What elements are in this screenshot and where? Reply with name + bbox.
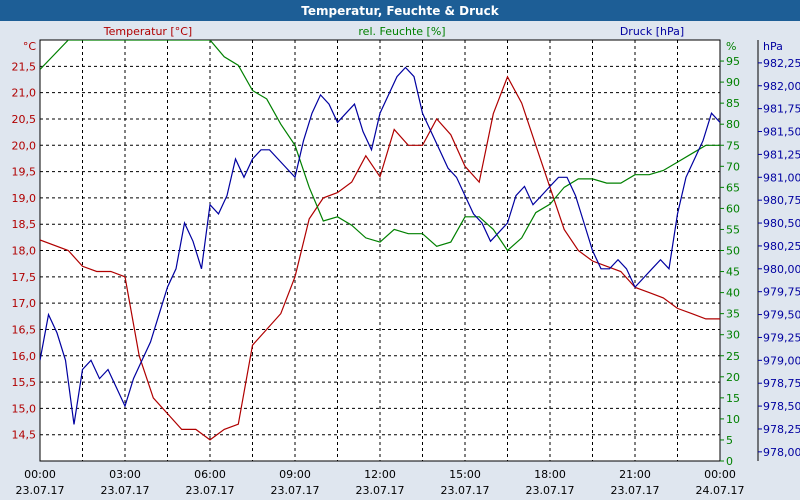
x-tick-label-time: 21:00	[619, 468, 651, 481]
y-tick-label-humidity: 60	[726, 202, 740, 215]
y-tick-label-pressure: 980,25	[763, 240, 800, 253]
y-tick-label-humidity: 35	[726, 308, 740, 321]
y-tick-label-temperature: 14,5	[12, 429, 37, 442]
y-tick-label-humidity: 90	[726, 76, 740, 89]
x-tick-label-time: 15:00	[449, 468, 481, 481]
y-tick-label-humidity: 85	[726, 97, 740, 110]
y-tick-label-pressure: 982,25	[763, 57, 800, 70]
y-tick-label-humidity: 25	[726, 350, 740, 363]
y-axis-unit-humidity: %	[726, 40, 736, 53]
x-tick-label-time: 00:00	[24, 468, 56, 481]
x-tick-label-date: 23.07.17	[611, 484, 660, 497]
x-tick-label-time: 00:00	[704, 468, 736, 481]
legend-temperature: Temperatur [°C]	[103, 25, 192, 38]
y-axis-unit-pressure: hPa	[763, 40, 783, 53]
x-tick-label-time: 06:00	[194, 468, 226, 481]
x-tick-label-date: 23.07.17	[441, 484, 490, 497]
x-tick-label-time: 12:00	[364, 468, 396, 481]
y-tick-label-humidity: 75	[726, 139, 740, 152]
y-tick-label-pressure: 981,75	[763, 103, 800, 116]
y-tick-label-temperature: 16,0	[12, 350, 37, 363]
y-tick-label-pressure: 982,00	[763, 80, 800, 93]
y-tick-label-humidity: 30	[726, 329, 740, 342]
y-tick-label-humidity: 45	[726, 266, 740, 279]
y-tick-label-pressure: 979,00	[763, 354, 800, 367]
x-tick-label-date: 23.07.17	[16, 484, 65, 497]
y-tick-label-humidity: 20	[726, 371, 740, 384]
y-tick-label-pressure: 978,25	[763, 423, 800, 436]
legend-pressure: Druck [hPa]	[620, 25, 684, 38]
x-tick-label-date: 23.07.17	[186, 484, 235, 497]
x-tick-label-date: 23.07.17	[526, 484, 575, 497]
y-tick-label-pressure: 979,50	[763, 309, 800, 322]
y-tick-label-temperature: 20,0	[12, 139, 37, 152]
x-tick-label-date: 23.07.17	[356, 484, 405, 497]
y-tick-label-pressure: 978,00	[763, 446, 800, 459]
temperature-line	[40, 75, 720, 441]
y-tick-label-humidity: 55	[726, 223, 740, 236]
y-tick-label-pressure: 979,75	[763, 286, 800, 299]
y-tick-label-pressure: 979,25	[763, 331, 800, 344]
y-tick-label-temperature: 21,0	[12, 87, 37, 100]
y-tick-label-pressure: 981,25	[763, 148, 800, 161]
y-tick-label-temperature: 17,5	[12, 271, 37, 284]
y-tick-label-temperature: 21,5	[12, 60, 37, 73]
y-axis-unit-temperature: °C	[23, 40, 37, 53]
y-tick-label-temperature: 19,5	[12, 166, 37, 179]
x-tick-label-date: 24.07.17	[696, 484, 745, 497]
y-tick-label-temperature: 15,0	[12, 402, 37, 415]
y-tick-label-pressure: 980,50	[763, 217, 800, 230]
y-tick-label-humidity: 95	[726, 55, 740, 68]
legend-humidity: rel. Feuchte [%]	[358, 25, 445, 38]
chart-canvas: 00:00 23.07.17 03:00 23.07.17 06:00 23.07.17 0…	[12, 25, 800, 497]
x-tick-label-time: 09:00	[279, 468, 311, 481]
y-tick-label-pressure: 981,50	[763, 126, 800, 139]
chart-title: Temperatur, Feuchte & Druck	[0, 0, 800, 21]
humidity-line	[40, 40, 720, 252]
y-tick-label-humidity: 80	[726, 118, 740, 131]
pressure-line	[40, 66, 720, 425]
y-tick-label-humidity: 65	[726, 181, 740, 194]
y-tick-label-humidity: 0	[726, 455, 733, 468]
y-tick-label-pressure: 980,00	[763, 263, 800, 276]
x-tick-label-time: 03:00	[109, 468, 141, 481]
y-tick-label-temperature: 19,0	[12, 192, 37, 205]
x-tick-label-date: 23.07.17	[101, 484, 150, 497]
y-tick-label-humidity: 70	[726, 160, 740, 173]
y-tick-label-temperature: 18,5	[12, 218, 37, 231]
y-tick-label-pressure: 978,50	[763, 400, 800, 413]
x-tick-label-time: 18:00	[534, 468, 566, 481]
y-tick-label-pressure: 980,75	[763, 194, 800, 207]
y-tick-label-pressure: 978,75	[763, 377, 800, 390]
y-tick-label-pressure: 981,00	[763, 171, 800, 184]
y-tick-label-temperature: 20,5	[12, 113, 37, 126]
y-tick-label-humidity: 5	[726, 434, 733, 447]
x-tick-label-date: 23.07.17	[271, 484, 320, 497]
y-tick-label-humidity: 50	[726, 245, 740, 258]
y-tick-label-humidity: 40	[726, 287, 740, 300]
y-tick-label-temperature: 15,5	[12, 376, 37, 389]
y-tick-label-temperature: 16,5	[12, 323, 37, 336]
y-tick-label-humidity: 15	[726, 392, 740, 405]
y-tick-label-temperature: 17,0	[12, 297, 37, 310]
y-tick-label-temperature: 18,0	[12, 245, 37, 258]
y-tick-label-humidity: 10	[726, 413, 740, 426]
